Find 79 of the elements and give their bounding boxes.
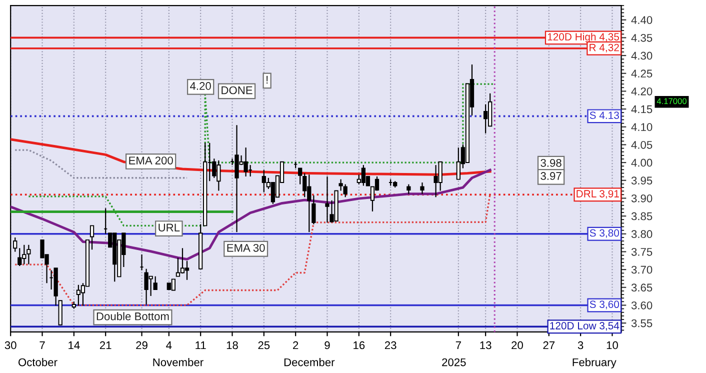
ref-line-label: S 3,80 [590,229,620,238]
y-tick-label: 4.05 [631,140,652,149]
y-tick-label: 4.10 [631,123,652,132]
x-tick-label: 2 [293,341,298,350]
x-tick-label: 7 [456,341,461,350]
ref-line-label: S 4.13 [590,112,619,119]
candlestick [484,104,488,134]
candlestick [13,236,18,252]
ref-line-label: 120D Low 3,54 [550,322,620,331]
y-tick-label: 3.85 [631,212,652,220]
x2-tick-label: November [153,358,204,366]
annotation: EMA 30 [227,244,265,252]
y-tick-label: 3.95 [631,176,652,185]
candlestick [343,184,348,198]
candlestick [302,172,307,198]
y-tick-label: 4.40 [631,16,652,24]
annotation: ! [266,76,268,84]
annotation: DONE [222,86,252,94]
x-tick-label: 4 [166,341,172,350]
x-tick-label: 3 [578,341,584,350]
x-tick-label: 10 [606,341,618,350]
x-tick-label: 9 [324,341,330,350]
x-tick-label: 20 [512,341,523,350]
x-tick-label: 13 [480,341,492,350]
y-tick-label: 4.00 [631,158,652,167]
x-tick-label: 27 [543,341,555,350]
y-tick-label: 4.35 [631,34,652,42]
x-tick-label: 14 [68,341,80,350]
candlestick [153,276,158,290]
y-tick-label: 4.15 [631,105,652,114]
x-tick-label: 25 [258,341,270,350]
annotation: 3.97 [540,172,562,180]
x-tick-label: 18 [226,341,238,350]
candlestick [171,278,176,291]
y-tick-label: 4.30 [631,52,652,60]
annotation: EMA 200 [129,156,173,164]
line-series [14,193,491,306]
annotation: URL [158,224,180,232]
text: 4.17000 [656,98,686,104]
candlestick [212,158,216,178]
x-tick-label: 21 [100,341,112,350]
ref-line-label: 120D High 4,35 [548,32,620,43]
x-tick-label: 11 [196,341,206,350]
annotation: Double Bottom [96,312,169,320]
candlestick [18,248,22,267]
candlestick [312,194,316,225]
y-tick-label: 4.20 [631,87,652,96]
annotation: 4.20 [190,82,211,90]
candlestick [298,168,302,185]
x2-tick-label: October [18,358,58,366]
candlestick [76,284,81,306]
y-tick-label: 3.70 [631,266,652,274]
candlestick [184,260,190,280]
candlestick [180,248,185,274]
x-tick-label: 29 [136,341,148,350]
y-tick-label: 4.25 [631,70,652,78]
y-tick-label: 3.65 [631,284,652,292]
annotation: 3.98 [540,159,562,167]
y-tick-label: 3.60 [631,301,652,310]
line-series [10,168,492,260]
y-tick-label: 3.90 [631,194,652,202]
x2-tick-label: 2025 [442,358,466,366]
x-tick-label: 7 [40,341,45,350]
candlestick [176,257,180,277]
ref-line-label: S 3,60 [590,300,620,310]
y-tick-label: 3.80 [631,230,652,238]
y-tick-label: 3.55 [631,319,652,328]
candlestick [420,182,424,194]
x2-tick-label: February [572,358,616,368]
y-tick-label: 3.75 [631,248,652,256]
x-tick-label: 30 [4,341,16,350]
x-tick-label: 16 [354,341,365,350]
ref-line-label: DRL 3,91 [576,190,619,199]
candlestick [338,178,343,192]
candlestick [90,225,94,250]
candlestick [406,184,411,194]
x2-tick-label: December [284,358,335,366]
ref-line-label: R 4,32 [590,44,619,52]
x-tick-label: 23 [384,341,396,350]
